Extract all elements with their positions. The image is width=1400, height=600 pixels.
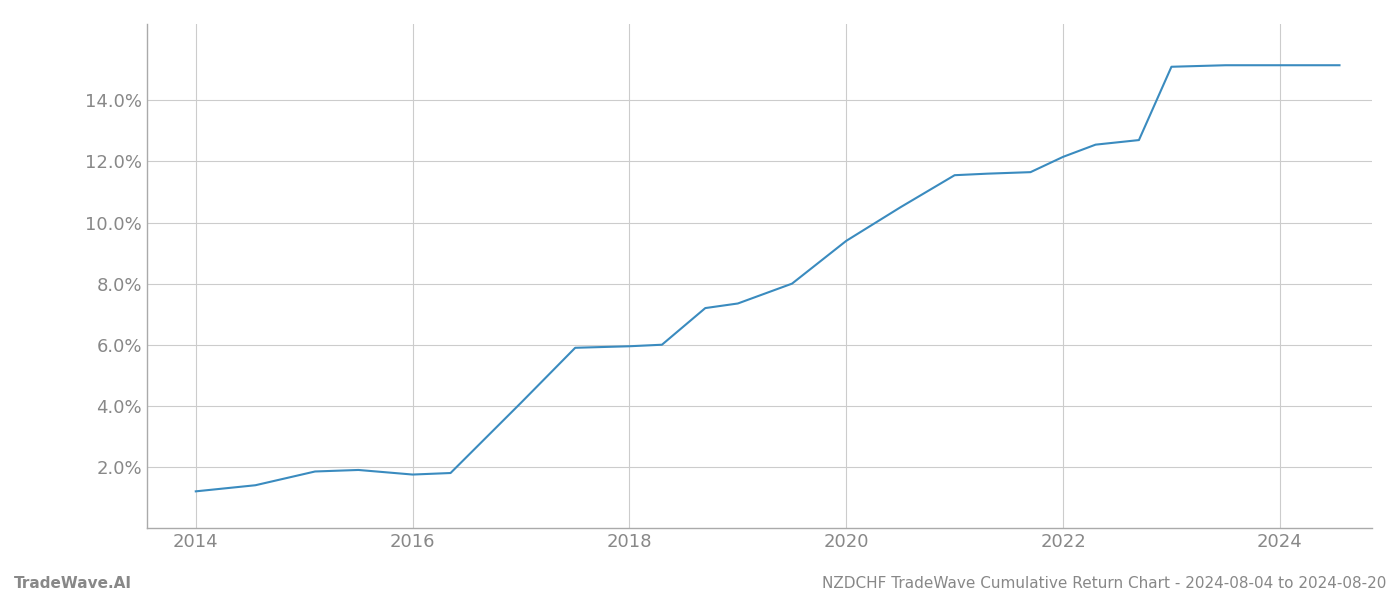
Text: NZDCHF TradeWave Cumulative Return Chart - 2024-08-04 to 2024-08-20: NZDCHF TradeWave Cumulative Return Chart… — [822, 576, 1386, 591]
Text: TradeWave.AI: TradeWave.AI — [14, 576, 132, 591]
